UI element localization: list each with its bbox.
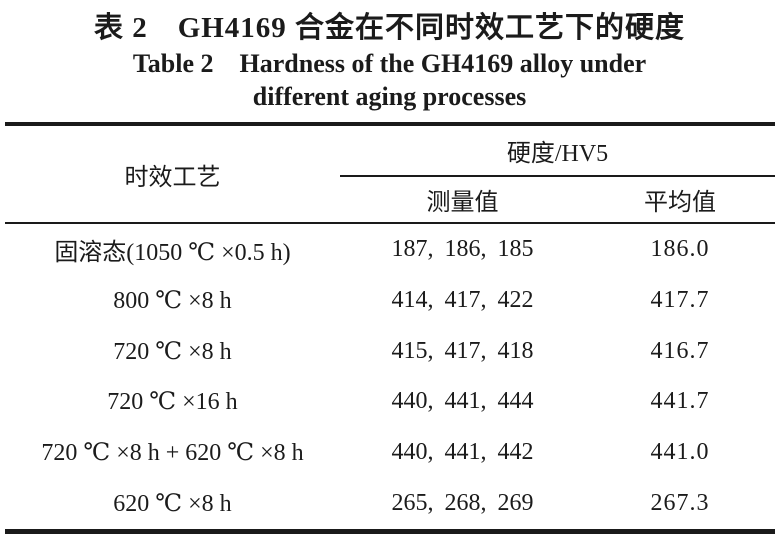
measured-cell: 415, 417, 418	[391, 337, 534, 364]
process-cell: 800 ℃ ×8 h	[113, 287, 232, 314]
average-cell: 417.7	[650, 286, 710, 313]
average-cell: 186.0	[650, 235, 710, 262]
measured-cell: 440, 441, 442	[391, 439, 534, 466]
average-cell: 441.0	[650, 439, 710, 466]
table-title-en-line1: Table 2 Hardness of the GH4169 alloy und…	[132, 49, 647, 78]
header-subrow: 测量值 平均值	[340, 177, 775, 222]
measured-cell: 187, 186, 185	[391, 235, 534, 262]
average-cell: 441.7	[650, 388, 710, 415]
table-row: 620 ℃ ×8 h 265, 268, 269 267.3	[5, 478, 775, 529]
process-cell: 固溶态(1050 ℃ ×0.5 h)	[54, 239, 291, 266]
hardness-table: 时效工艺 硬度/HV5 测量值 平均值 固溶态(1050 ℃ ×0.5 h) 1…	[5, 122, 775, 534]
process-cell: 720 ℃ ×8 h	[113, 338, 232, 365]
measured-cell: 440, 441, 444	[391, 388, 534, 415]
average-cell: 416.7	[650, 337, 710, 364]
header-hardness-group: 硬度/HV5	[340, 126, 775, 177]
header-hardness-section: 硬度/HV5 测量值 平均值	[340, 126, 775, 222]
table-body: 固溶态(1050 ℃ ×0.5 h) 187, 186, 185 186.0 8…	[5, 224, 775, 534]
process-cell: 720 ℃ ×16 h	[107, 389, 238, 416]
table-header: 时效工艺 硬度/HV5 测量值 平均值	[5, 122, 775, 224]
table-row: 720 ℃ ×16 h 440, 441, 444 441.7	[5, 376, 775, 427]
table-row: 800 ℃ ×8 h 414, 417, 422 417.7	[5, 275, 775, 326]
table-row: 固溶态(1050 ℃ ×0.5 h) 187, 186, 185 186.0	[5, 224, 775, 275]
table-title-en-line2: different aging processes	[252, 82, 527, 111]
header-process: 时效工艺	[124, 164, 221, 191]
measured-cell: 265, 268, 269	[391, 490, 534, 517]
header-average: 平均值	[644, 190, 716, 216]
table-row: 720 ℃ ×8 h + 620 ℃ ×8 h 440, 441, 442 44…	[5, 427, 775, 478]
header-measured: 测量值	[426, 190, 499, 216]
process-cell: 720 ℃ ×8 h + 620 ℃ ×8 h	[41, 440, 304, 467]
table-title-zh: 表 2 GH4169 合金在不同时效工艺下的硬度	[93, 12, 686, 44]
process-cell: 620 ℃ ×8 h	[113, 491, 232, 518]
table-row: 720 ℃ ×8 h 415, 417, 418 416.7	[5, 326, 775, 377]
measured-cell: 414, 417, 422	[391, 286, 534, 313]
average-cell: 267.3	[650, 490, 710, 517]
